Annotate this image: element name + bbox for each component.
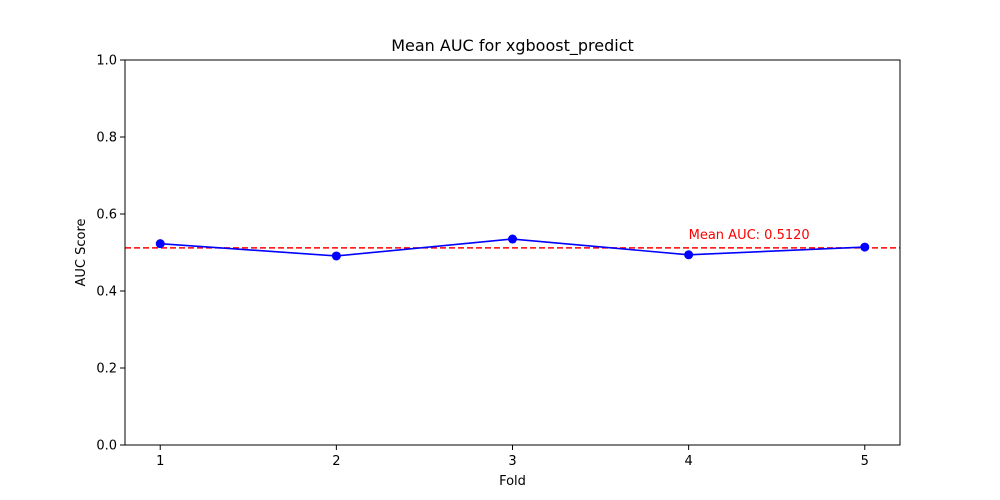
x-tick-label: 3	[508, 454, 516, 469]
y-tick-label: 0.0	[96, 439, 117, 454]
auc-data-point	[508, 234, 517, 244]
plot-area: 0.0 0.2 0.4 0.6 0.8 1.0 1 2 3 4 5 Mean AUC: 0.5120	[96, 54, 900, 469]
x-tick-label: 5	[861, 454, 869, 469]
y-tick-label: 0.8	[96, 131, 117, 146]
auc-data-point	[155, 239, 165, 249]
plot-frame	[124, 59, 901, 446]
y-tick-label: 0.6	[96, 208, 117, 223]
y-axis-title: AUC Score	[74, 218, 89, 286]
auc-data-point	[331, 251, 341, 261]
chart-title: Mean AUC for xgboost_predict	[391, 36, 634, 56]
x-axis-title: Fold	[499, 474, 526, 489]
y-tick-label: 0.4	[96, 285, 117, 300]
x-tick-label: 4	[684, 454, 692, 469]
x-tick-label: 2	[332, 454, 340, 469]
auc-data-point	[860, 242, 870, 252]
y-tick-label: 1.0	[96, 54, 117, 69]
auc-data-point	[684, 250, 694, 260]
y-tick-label: 0.2	[96, 362, 117, 377]
mean-auc-annotation: Mean AUC: 0.5120	[689, 228, 810, 243]
x-tick-label: 1	[156, 454, 164, 469]
